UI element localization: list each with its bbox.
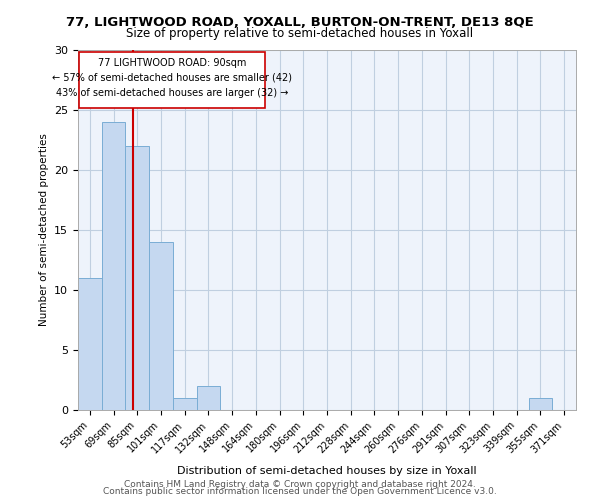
- Text: Contains HM Land Registry data © Crown copyright and database right 2024.: Contains HM Land Registry data © Crown c…: [124, 480, 476, 489]
- Text: Size of property relative to semi-detached houses in Yoxall: Size of property relative to semi-detach…: [127, 26, 473, 40]
- Y-axis label: Number of semi-detached properties: Number of semi-detached properties: [38, 134, 49, 326]
- Bar: [78, 278, 102, 410]
- Bar: [529, 398, 552, 410]
- Bar: [173, 398, 197, 410]
- Text: ← 57% of semi-detached houses are smaller (42): ← 57% of semi-detached houses are smalle…: [52, 73, 292, 83]
- Text: 77, LIGHTWOOD ROAD, YOXALL, BURTON-ON-TRENT, DE13 8QE: 77, LIGHTWOOD ROAD, YOXALL, BURTON-ON-TR…: [66, 16, 534, 29]
- Text: 43% of semi-detached houses are larger (32) →: 43% of semi-detached houses are larger (…: [56, 88, 289, 98]
- X-axis label: Distribution of semi-detached houses by size in Yoxall: Distribution of semi-detached houses by …: [177, 466, 477, 475]
- Bar: [125, 146, 149, 410]
- Bar: [149, 242, 173, 410]
- FancyBboxPatch shape: [79, 52, 265, 108]
- Text: 77 LIGHTWOOD ROAD: 90sqm: 77 LIGHTWOOD ROAD: 90sqm: [98, 58, 247, 68]
- Text: Contains public sector information licensed under the Open Government Licence v3: Contains public sector information licen…: [103, 487, 497, 496]
- Bar: [102, 122, 125, 410]
- Bar: [197, 386, 220, 410]
